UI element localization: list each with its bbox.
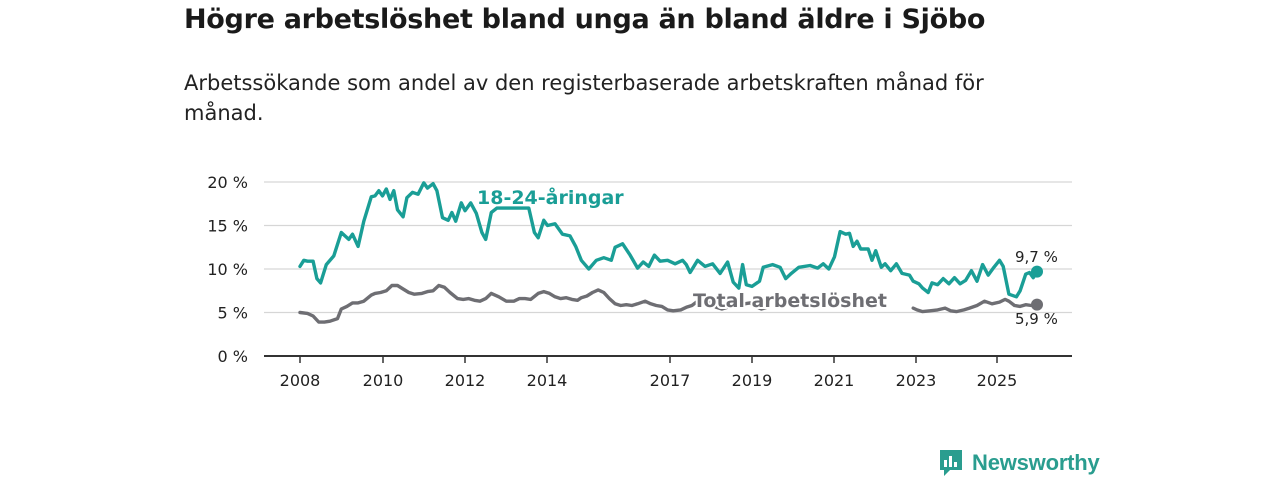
y-tick-label: 0 % xyxy=(218,347,248,366)
brand-name: Newsworthy xyxy=(972,450,1100,475)
end-value-total: 5,9 % xyxy=(1015,310,1058,328)
newsworthy-logo: Newsworthy xyxy=(938,448,1100,478)
x-tick-label: 2012 xyxy=(445,371,486,390)
series-end-point xyxy=(1031,298,1043,311)
x-tick-label: 2023 xyxy=(896,371,937,390)
series-line xyxy=(298,283,1039,324)
x-tick-label: 2008 xyxy=(280,371,321,390)
series-label-youth: 18-24-åringar xyxy=(477,185,624,209)
newsworthy-logo-icon xyxy=(940,450,962,476)
y-axis: 0 % 5 % 10 % 15 % 20 % xyxy=(207,173,248,366)
series-end-point xyxy=(1031,265,1043,278)
chart-subtitle: Arbetssökande som andel av den registerb… xyxy=(184,71,984,125)
series-labels: 18-24-åringar Total arbetslöshet 9,7 % 5,9 … xyxy=(477,185,1058,328)
chart-title: Högre arbetslöshet bland unga än bland ä… xyxy=(184,4,986,35)
grid-lines xyxy=(264,181,1072,357)
end-value-youth: 9,7 % xyxy=(1015,248,1058,266)
y-tick-label: 10 % xyxy=(207,260,248,279)
x-tick-label: 2019 xyxy=(732,371,773,390)
series-line xyxy=(298,181,1039,299)
x-tick-label: 2014 xyxy=(527,371,568,390)
x-tick-label: 2017 xyxy=(650,371,691,390)
series-label-total: Total arbetslöshet xyxy=(693,290,887,312)
y-tick-label: 20 % xyxy=(207,173,248,192)
y-tick-label: 15 % xyxy=(207,217,248,236)
x-tick-label: 2025 xyxy=(977,371,1018,390)
series-group xyxy=(298,181,1043,324)
x-tick-label: 2010 xyxy=(363,371,404,390)
x-axis: 2008 2010 2012 2014 2017 2019 2021 2023 2025 xyxy=(280,356,1018,390)
x-tick-label: 2021 xyxy=(814,371,855,390)
y-tick-label: 5 % xyxy=(218,304,248,323)
